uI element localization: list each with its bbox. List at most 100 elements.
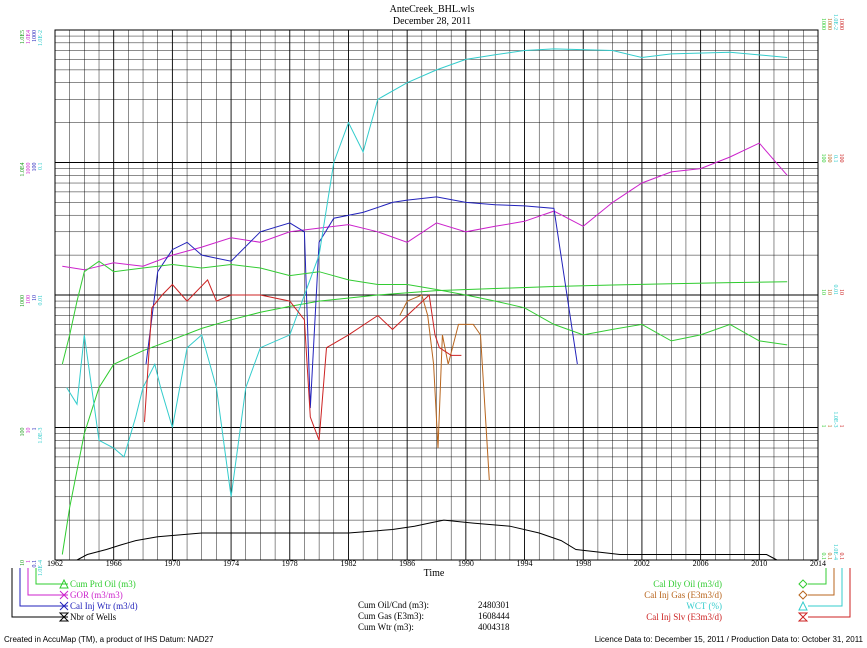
left-axis-tick-label: 100 <box>20 428 26 437</box>
plot-grid <box>54 29 819 561</box>
right-axis-tick-label: 1000 <box>838 18 844 30</box>
left-axis-tick-label: 1000 <box>20 295 26 307</box>
series-line <box>61 260 788 365</box>
left-axis-tick-label: 100 <box>32 163 38 172</box>
series-lines <box>61 48 788 561</box>
legend-label: Cal Dly Oil (m3/d) <box>653 579 722 589</box>
x-tick-label: 1970 <box>164 559 180 568</box>
x-tick-label: 1962 <box>47 559 63 568</box>
right-axis-tick-label: 1000 <box>826 18 832 30</box>
series-line <box>61 281 788 555</box>
left-axis-tick-label: 1000 <box>26 163 32 175</box>
right-axis-tick-label: 10 <box>820 289 826 295</box>
x-tick-label: 2014 <box>810 559 826 568</box>
legend-marker-x <box>59 601 69 611</box>
legend-label: GOR (m3/m3) <box>70 590 123 600</box>
left-axis-tick-label: 1.0E-4 <box>38 560 44 576</box>
stat-label: Cum Wtr (m3): <box>358 622 414 632</box>
right-axis-tick-label: 0.1 <box>820 553 826 561</box>
x-tick-label: 1994 <box>517 559 533 568</box>
right-axis-tick-label: 0.1 <box>826 553 832 561</box>
legend-bracket <box>808 568 835 596</box>
x-tick-label: 2006 <box>693 559 709 568</box>
right-axis-tick-label: 10 <box>826 289 832 295</box>
x-tick-label: 2010 <box>751 559 767 568</box>
legend-marker-x <box>59 590 69 600</box>
stat-value: 1608444 <box>478 611 510 621</box>
left-axis-tick-label: 10 <box>20 560 26 566</box>
left-axis-tick-label: 1.0E-2 <box>38 30 44 46</box>
legend-label: WCT (%) <box>686 601 722 611</box>
chart-subtitle: December 28, 2011 <box>393 16 471 27</box>
legend-bracket <box>35 568 68 585</box>
series-line <box>144 279 462 441</box>
legend-label: Cal Inj Gas (E3m3/d) <box>644 590 722 600</box>
x-tick-label: 1978 <box>282 559 298 568</box>
x-tick-label: 1982 <box>340 559 356 568</box>
left-axis-tick-label: 10 <box>26 428 32 434</box>
legend-marker-diamond <box>798 579 808 589</box>
right-axis-tick-label: 0.01 <box>832 285 838 296</box>
x-tick-label: 1986 <box>399 559 415 568</box>
legend-marker-triangle <box>798 600 808 611</box>
left-axis-tick-label: 0.01 <box>38 295 44 306</box>
stat-value: 4004318 <box>478 622 510 632</box>
right-axis-tick-label: 100 <box>826 154 832 163</box>
x-tick-label: 1990 <box>458 559 474 568</box>
legend-bracket <box>808 568 843 607</box>
legend-bracket <box>19 568 68 607</box>
x-tick-label: 1998 <box>575 559 591 568</box>
right-axis-tick-label: 1 <box>820 425 826 428</box>
right-axis-tick-label: 1.0E-2 <box>832 14 838 30</box>
left-axis-tick-label: 1 <box>32 428 38 431</box>
series-line <box>76 519 778 561</box>
right-axis-tick-label: 10 <box>838 289 844 295</box>
legend-label: Nbr of Wells <box>70 612 117 622</box>
footer-data-dates: Licence Data to: December 15, 2011 / Pro… <box>594 635 863 644</box>
chart-title: AnteCreek_BHL.wls <box>390 4 475 15</box>
stat-label: Cum Oil/Cnd (m3): <box>358 600 429 610</box>
right-axis-tick-label: 0.1 <box>838 553 844 561</box>
legend-label: Cal Inj Slv (E3m3/d) <box>646 612 722 622</box>
legend-marker-diamond <box>798 590 808 600</box>
series-line <box>62 142 788 271</box>
left-axis-tick-label: 1 <box>26 560 32 563</box>
right-axis-tick-label: 1.0E-3 <box>832 411 838 427</box>
legend-bracket <box>808 568 851 618</box>
right-axis-tick-label: 1 <box>826 425 832 428</box>
right-axis-tick-label: 100 <box>820 154 826 163</box>
left-axis-tick-label: 0.1 <box>38 163 44 171</box>
legend-marker-triangle <box>59 578 69 589</box>
series-line <box>145 196 578 409</box>
legend-marker-hourglass <box>797 612 809 622</box>
left-axis-columns: 1010010001.0E41.0E511010010001.0E40.1110… <box>20 30 44 576</box>
legend-label: Cal Inj Wtr (m3/d) <box>70 601 138 611</box>
legend-bracket <box>11 568 68 618</box>
footer-credit: Created in AccuMap (TM), a product of IH… <box>4 635 214 644</box>
left-axis-tick-label: 0.1 <box>32 560 38 568</box>
x-axis-ticks: 1962 1966 1970 1974 1978 1982 1986 1990 1994 1998… <box>47 559 826 568</box>
x-axis-label: Time <box>424 568 445 579</box>
right-axis-tick-label: 1 <box>838 425 844 428</box>
series-line <box>66 48 788 497</box>
left-axis-tick-label: 10 <box>32 295 38 301</box>
series-line <box>399 294 490 481</box>
right-axis-columns: 0.1 1 10 100 1000 0.1 1 10 100 1000 1.0E-4 1.0E-3 0.… <box>820 14 844 560</box>
right-axis-tick-label: 1000 <box>820 18 826 30</box>
legend: Cum Prd Oil (m3)GOR (m3/m3)Cal Inj Wtr (… <box>11 568 851 622</box>
x-tick-label: 1966 <box>106 559 122 568</box>
left-axis-tick-label: 1.0E4 <box>20 163 26 177</box>
stat-label: Cum Gas (E3m3): <box>358 611 424 621</box>
x-tick-label: 2002 <box>634 559 650 568</box>
plot-frame <box>54 29 819 561</box>
stat-value: 2480301 <box>478 600 510 610</box>
left-axis-tick-label: 1000 <box>32 30 38 42</box>
left-axis-tick-label: 1.0E-3 <box>38 428 44 444</box>
right-axis-tick-label: 0.1 <box>832 155 838 163</box>
right-axis-tick-label: 1.0E-4 <box>832 544 838 560</box>
right-axis-tick-label: 100 <box>838 154 844 163</box>
left-axis-tick-label: 100 <box>26 295 32 304</box>
legend-bracket <box>27 568 68 596</box>
legend-label: Cum Prd Oil (m3) <box>70 579 136 589</box>
